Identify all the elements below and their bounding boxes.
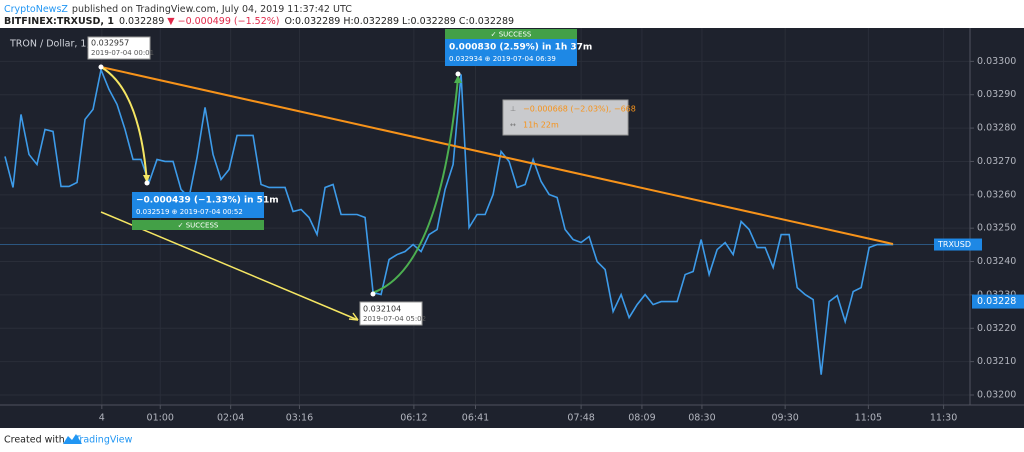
price: 0.032289 <box>119 16 164 27</box>
y-tick-label: 0.03300 <box>977 56 1016 67</box>
trend-line[interactable] <box>100 66 894 245</box>
y-tick-label: 0.03200 <box>977 389 1016 400</box>
x-tick-label: 08:30 <box>688 413 715 424</box>
x-tick-label: 06:41 <box>462 413 489 424</box>
chart-title: TRON / Dollar, 1, B <box>9 39 99 50</box>
y-tick-label: 0.03290 <box>977 89 1016 100</box>
range-duration: 11h 22m <box>523 121 559 130</box>
rise-arrowhead <box>454 75 462 83</box>
point-marker <box>370 291 376 297</box>
series-layer <box>0 66 970 375</box>
x-tick-label: 03:16 <box>286 413 313 424</box>
y-tick-label: 0.03210 <box>977 356 1016 367</box>
x-tick-label: 11:30 <box>930 413 957 424</box>
y-tick-label: 0.03240 <box>977 256 1016 267</box>
point-marker <box>144 180 150 186</box>
footer-brand[interactable]: TradingView <box>74 435 133 446</box>
drop-detail: 0.032519 ⊕ 2019-07-04 00:52 <box>136 208 243 216</box>
symbol: BITFINEX:TRXUSD, 1 <box>4 16 114 27</box>
high-label-box <box>87 36 151 60</box>
x-tick-label: 06:12 <box>400 413 427 424</box>
point-marker <box>455 71 461 77</box>
rise-change: 0.000830 (2.59%) in 1h 37m <box>449 43 592 53</box>
arrow-head <box>348 312 359 321</box>
ohlc: O:0.032289 H:0.032289 L:0.032289 C:0.032… <box>284 16 514 27</box>
rise-status: ✓ SUCCESS <box>491 31 532 39</box>
drop-status-box <box>132 220 264 230</box>
footer-created: Created with <box>4 435 65 446</box>
rise-status-box <box>445 29 577 39</box>
change: ▼ −0.000499 (−1.52%) <box>167 16 279 27</box>
point-marker <box>98 64 104 70</box>
published: published on TradingView.com, July 04, 2… <box>72 4 352 15</box>
y-tick-label: 0.03270 <box>977 156 1016 167</box>
high-price: 0.032957 <box>91 39 129 48</box>
x-tick-label: 11:05 <box>855 413 882 424</box>
x-tick-label: 07:48 <box>567 413 594 424</box>
x-tick-label: 4 <box>99 413 105 424</box>
high-time: 2019-07-04 00:01 <box>91 49 154 57</box>
rise-detail: 0.032934 ⊕ 2019-07-04 06:39 <box>449 55 556 63</box>
x-tick-label: 09:30 <box>771 413 798 424</box>
y-tick-label: 0.03220 <box>977 323 1016 334</box>
symbol-line: BITFINEX:TRXUSD, 1 0.032289 ▼ −0.000499 (−… <box>4 16 514 27</box>
drop-status: ✓ SUCCESS <box>178 222 219 230</box>
drop-curve[interactable] <box>100 66 148 184</box>
publish-line: CryptoNewsZ published on TradingView.com,… <box>4 4 352 15</box>
y-tick-label: 0.03260 <box>977 189 1016 200</box>
last-price-name: TRXUSD <box>937 240 971 249</box>
tv-logo <box>63 434 82 444</box>
crosshair-price: 0.03228 <box>977 296 1016 307</box>
x-tick-label: 01:00 <box>147 413 174 424</box>
y-tick-label: 0.03250 <box>977 223 1016 234</box>
low-label-box <box>359 301 423 326</box>
range-icon: ↔ <box>510 121 516 129</box>
x-tick-label: 02:04 <box>217 413 244 424</box>
rise-label-box <box>445 39 577 66</box>
rise-curve[interactable] <box>371 77 459 294</box>
drop-label-box <box>132 192 264 218</box>
x-tick-label: 08:09 <box>628 413 655 424</box>
price-line <box>4 66 894 375</box>
low-time: 2019-07-04 05:02 <box>363 315 426 323</box>
y-tick-label: 0.03280 <box>977 123 1016 134</box>
last-price-box <box>934 238 982 251</box>
range-box <box>502 99 629 136</box>
crosshair-price-box <box>972 294 1024 309</box>
drop-change: −0.000439 (−1.33%) in 51m <box>136 196 279 206</box>
range-icon: ⊥ <box>510 105 516 113</box>
drop-arrowhead <box>143 175 150 183</box>
range-change: −0.000668 (−2.03%), −668 <box>523 105 636 114</box>
low-price: 0.032104 <box>363 305 401 314</box>
author[interactable]: CryptoNewsZ <box>4 4 68 15</box>
